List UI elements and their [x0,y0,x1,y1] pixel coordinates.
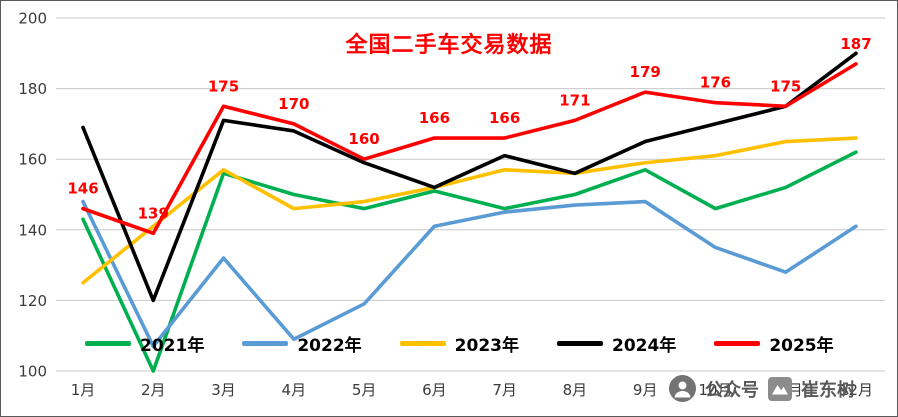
mountain-logo-icon [768,376,792,401]
series-data-label: 166 [489,109,520,127]
y-axis-tick-label: 100 [18,363,47,381]
watermark-author: 崔东树 [801,379,855,401]
legend-swatch [242,341,289,346]
y-axis-tick-label: 140 [18,221,47,239]
x-axis-tick-label: 2月 [141,381,166,399]
legend-label: 2024年 [611,336,677,356]
x-axis-tick-label: 8月 [563,381,588,399]
legend-swatch [85,341,131,346]
watermark: 公众号 崔东树 [669,375,855,402]
y-axis-tick-label: 160 [18,151,47,169]
legend-item-2021年: 2021年 [85,331,204,356]
series-data-label: 160 [348,130,379,148]
x-axis-tick-label: 9月 [633,381,658,399]
series-data-label: 170 [278,95,309,113]
watermark-account-label: 公众号 [705,379,759,401]
legend-swatch [399,341,446,346]
legend-label: 2022年 [297,336,362,356]
legend-item-2023年: 2023年 [399,331,519,356]
series-data-label: 179 [630,63,661,81]
x-axis-tick-label: 12月 [839,381,873,399]
legend-swatch [714,341,761,346]
series-data-label: 176 [700,74,731,92]
person-circle-icon [669,375,696,402]
x-axis-tick-label: 6月 [422,381,447,399]
series-line-2023年 [81,136,858,285]
x-axis-tick-label: 4月 [282,381,307,399]
series-line-2025年 [81,62,858,236]
x-axis-tick-label: 3月 [211,381,236,399]
x-axis-tick-label: 5月 [352,381,377,399]
series-line-2024年 [81,51,858,303]
x-axis-tick-label: 7月 [492,381,517,399]
series-data-label: 171 [559,91,590,109]
x-axis-tick-label: 10月 [698,381,732,399]
series-data-label: 146 [67,180,98,198]
y-axis-tick-label: 200 [18,10,47,28]
series-line-2021年 [81,150,858,373]
series-data-label: 139 [138,204,169,222]
legend-item-2024年: 2024年 [556,331,677,356]
legend-label: 2023年 [454,336,519,356]
series-data-label: 175 [770,77,801,95]
y-axis-tick-label: 180 [18,80,47,98]
series-data-label: 166 [419,109,450,127]
legend-label: 2021年 [140,336,205,356]
series-data-label: 187 [840,35,871,53]
series-data-label: 175 [208,77,239,95]
chart-legend: 2021年 2022年 2023年 2024年 2025年 [85,331,834,356]
legend-item-2025年: 2025年 [714,331,834,356]
legend-swatch [556,341,603,346]
series-line-2022年 [81,199,858,349]
legend-item-2022年: 2022年 [242,331,362,356]
x-axis-tick-label: 1月 [71,381,96,399]
y-axis-tick-label: 120 [18,292,47,310]
legend-label: 2025年 [769,336,834,356]
